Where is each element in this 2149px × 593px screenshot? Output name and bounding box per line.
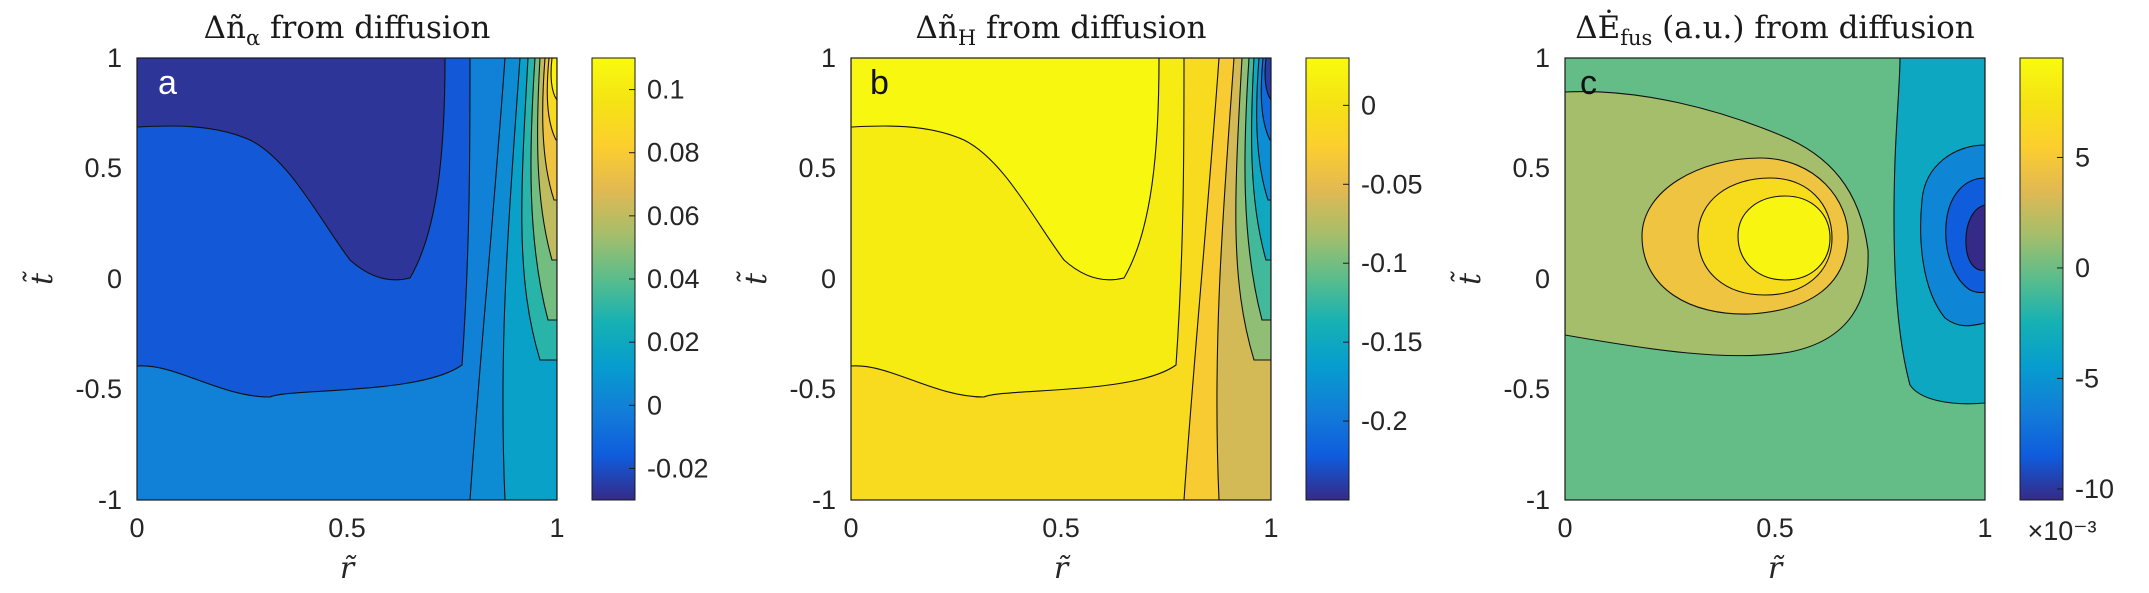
y-tick-label: 0 bbox=[1535, 264, 1550, 294]
panel-a-contours bbox=[137, 58, 557, 500]
x-tick-label: 0 bbox=[843, 513, 858, 543]
colorbar-tick-label: 0.1 bbox=[647, 75, 685, 105]
region-trough-core bbox=[1965, 204, 1985, 271]
colorbar-a bbox=[591, 57, 636, 501]
panel-b-title: ΔñH from diffusion bbox=[916, 10, 1207, 50]
y-tick-label: -0.5 bbox=[1503, 374, 1550, 404]
colorbar-c bbox=[2019, 57, 2064, 501]
y-tick-label: 0 bbox=[107, 264, 122, 294]
x-tick-label: 1 bbox=[1977, 513, 1992, 543]
x-tick-label: 1 bbox=[549, 513, 564, 543]
y-tick-label: -1 bbox=[812, 485, 836, 515]
region-edge-8 bbox=[1264, 58, 1271, 101]
y-tick-label: 0.5 bbox=[84, 153, 122, 183]
colorbar-tick-label: 0.08 bbox=[647, 138, 700, 168]
y-tick-label: -1 bbox=[98, 485, 122, 515]
panel-b-axes-box bbox=[850, 57, 1272, 501]
panel-c-label: c bbox=[1580, 64, 1597, 102]
colorbar-tick-label: -5 bbox=[2075, 363, 2099, 393]
colorbar-tick-label: 0 bbox=[2075, 253, 2090, 283]
region-peak bbox=[1737, 195, 1831, 281]
y-tick-label: 0.5 bbox=[1512, 153, 1550, 183]
panel-b-contours bbox=[851, 58, 1271, 500]
colorbar-a-ticks: 0.1 0.08 0.06 0.04 0.02 0 -0.02 bbox=[629, 75, 709, 483]
colorbar-tick-label: 0.02 bbox=[647, 327, 700, 357]
x-tick-label: 0.5 bbox=[1042, 513, 1080, 543]
panel-a-title: Δñα from diffusion bbox=[204, 10, 491, 50]
colorbar-c-ticks: 5 0 -5 -10 bbox=[2057, 142, 2114, 504]
y-tick-label: -0.5 bbox=[75, 374, 122, 404]
colorbar-tick-label: -0.1 bbox=[1361, 248, 1408, 278]
x-tick-label: 1 bbox=[1263, 513, 1278, 543]
colorbar-tick-label: -0.05 bbox=[1361, 169, 1423, 199]
panel-c-contours bbox=[1565, 58, 1985, 500]
x-tick-label: 0.5 bbox=[1756, 513, 1794, 543]
colorbar-tick-label: -0.15 bbox=[1361, 327, 1423, 357]
y-tick-label: 1 bbox=[821, 43, 836, 73]
panel-a-ylabel: t̃ bbox=[22, 270, 60, 285]
panel-c-axes-box bbox=[1564, 57, 1986, 501]
panel-a-axes-box bbox=[136, 57, 558, 501]
colorbar-tick-label: 0 bbox=[647, 390, 662, 420]
panel-c-y-ticks: 1 0.5 0 -0.5 -1 bbox=[1503, 43, 1550, 515]
panel-b: ΔñH from diffusion b 1 0.5 0 -0.5 -1 0 0… bbox=[736, 10, 1422, 586]
colorbar-b-ticks: 0 -0.05 -0.1 -0.15 -0.2 bbox=[1343, 90, 1423, 436]
x-tick-label: 0 bbox=[129, 513, 144, 543]
panel-b-x-ticks: 0 0.5 1 bbox=[843, 513, 1278, 543]
y-tick-label: 1 bbox=[1535, 43, 1550, 73]
y-tick-label: -1 bbox=[1526, 485, 1550, 515]
panel-c-title: ΔĖfus (a.u.) from diffusion bbox=[1575, 8, 1975, 50]
colorbar-tick-label: 0.06 bbox=[647, 201, 700, 231]
y-tick-label: 0.5 bbox=[798, 153, 836, 183]
x-tick-label: 0.5 bbox=[328, 513, 366, 543]
panel-a-y-ticks: 1 0.5 0 -0.5 -1 bbox=[75, 43, 122, 515]
panel-a-label: a bbox=[158, 64, 177, 102]
region-core bbox=[851, 58, 1160, 281]
y-tick-label: 1 bbox=[107, 43, 122, 73]
colorbar-c-exponent: ×10⁻³ bbox=[2027, 516, 2096, 546]
colorbar-b bbox=[1305, 57, 1350, 501]
panel-c-x-ticks: 0 0.5 1 bbox=[1557, 513, 1992, 543]
x-tick-label: 0 bbox=[1557, 513, 1572, 543]
panel-c-xlabel: r̃ bbox=[1768, 551, 1785, 586]
panel-a-xlabel: r̃ bbox=[340, 551, 357, 586]
panel-a: Δñα from diffusion a 1 0.5 0 -0.5 -1 0 0… bbox=[22, 10, 708, 586]
panel-b-y-ticks: 1 0.5 0 -0.5 -1 bbox=[789, 43, 836, 515]
panel-b-label: b bbox=[870, 64, 889, 102]
colorbar-tick-label: 5 bbox=[2075, 142, 2090, 172]
colorbar-tick-label: -0.2 bbox=[1361, 406, 1408, 436]
colorbar-tick-label: 0 bbox=[1361, 90, 1376, 120]
colorbar-tick-label: 0.04 bbox=[647, 264, 700, 294]
y-tick-label: -0.5 bbox=[789, 374, 836, 404]
panel-c-ylabel: t̃ bbox=[1450, 270, 1488, 285]
panel-a-x-ticks: 0 0.5 1 bbox=[129, 513, 564, 543]
region-edge-8 bbox=[550, 58, 557, 101]
colorbar-tick-label: -0.02 bbox=[647, 453, 709, 483]
panel-b-xlabel: r̃ bbox=[1054, 551, 1071, 586]
colorbar-tick-label: -10 bbox=[2075, 474, 2114, 504]
y-tick-label: 0 bbox=[821, 264, 836, 294]
panel-c: ΔĖfus (a.u.) from diffusion c 1 0.5 0 -0… bbox=[1450, 8, 2114, 586]
panel-b-ylabel: t̃ bbox=[736, 270, 774, 285]
region-core bbox=[137, 58, 446, 281]
